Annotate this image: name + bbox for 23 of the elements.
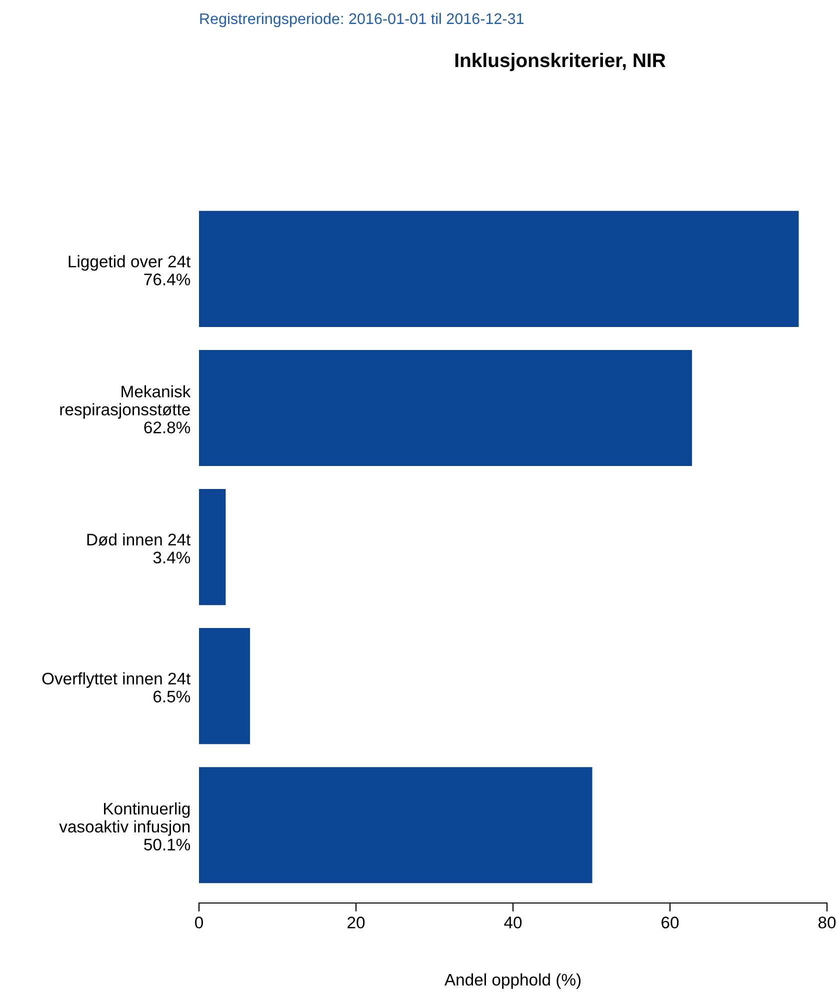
x-axis-title: Andel opphold (%) [444, 973, 581, 989]
y-tick-label: Kontinuerlig vasoaktiv infusjon [59, 802, 190, 836]
bar [199, 350, 692, 466]
x-tick-label: 60 [662, 916, 679, 928]
data-label: 6.5% [154, 690, 190, 702]
x-tick-label: 0 [195, 916, 203, 928]
x-tick-label: 40 [504, 916, 522, 928]
y-tick-label: Mekanisk respirasjonsstøtte [60, 385, 191, 419]
bar [199, 488, 226, 606]
data-label: 3.4% [153, 552, 190, 564]
y-tick-label: Overflyttet innen 24t [42, 672, 191, 688]
chart-title: Inklusjonskriterier, NIR [455, 52, 666, 72]
x-tick-label: 80 [818, 916, 836, 928]
bar [199, 767, 592, 884]
x-tick-label: 20 [348, 916, 365, 928]
y-tick-label: Liggetid over 24t [68, 255, 191, 271]
bar [199, 210, 799, 328]
data-label: 62.8% [144, 422, 190, 434]
data-label: 50.1% [144, 838, 190, 850]
chart-subtitle: Registreringsperiode: 2016-01-01 til 2016-12-31 [200, 12, 524, 28]
bar [199, 628, 250, 744]
y-tick-label: Død innen 24t [87, 533, 191, 546]
data-label: 76.4% [144, 274, 190, 286]
